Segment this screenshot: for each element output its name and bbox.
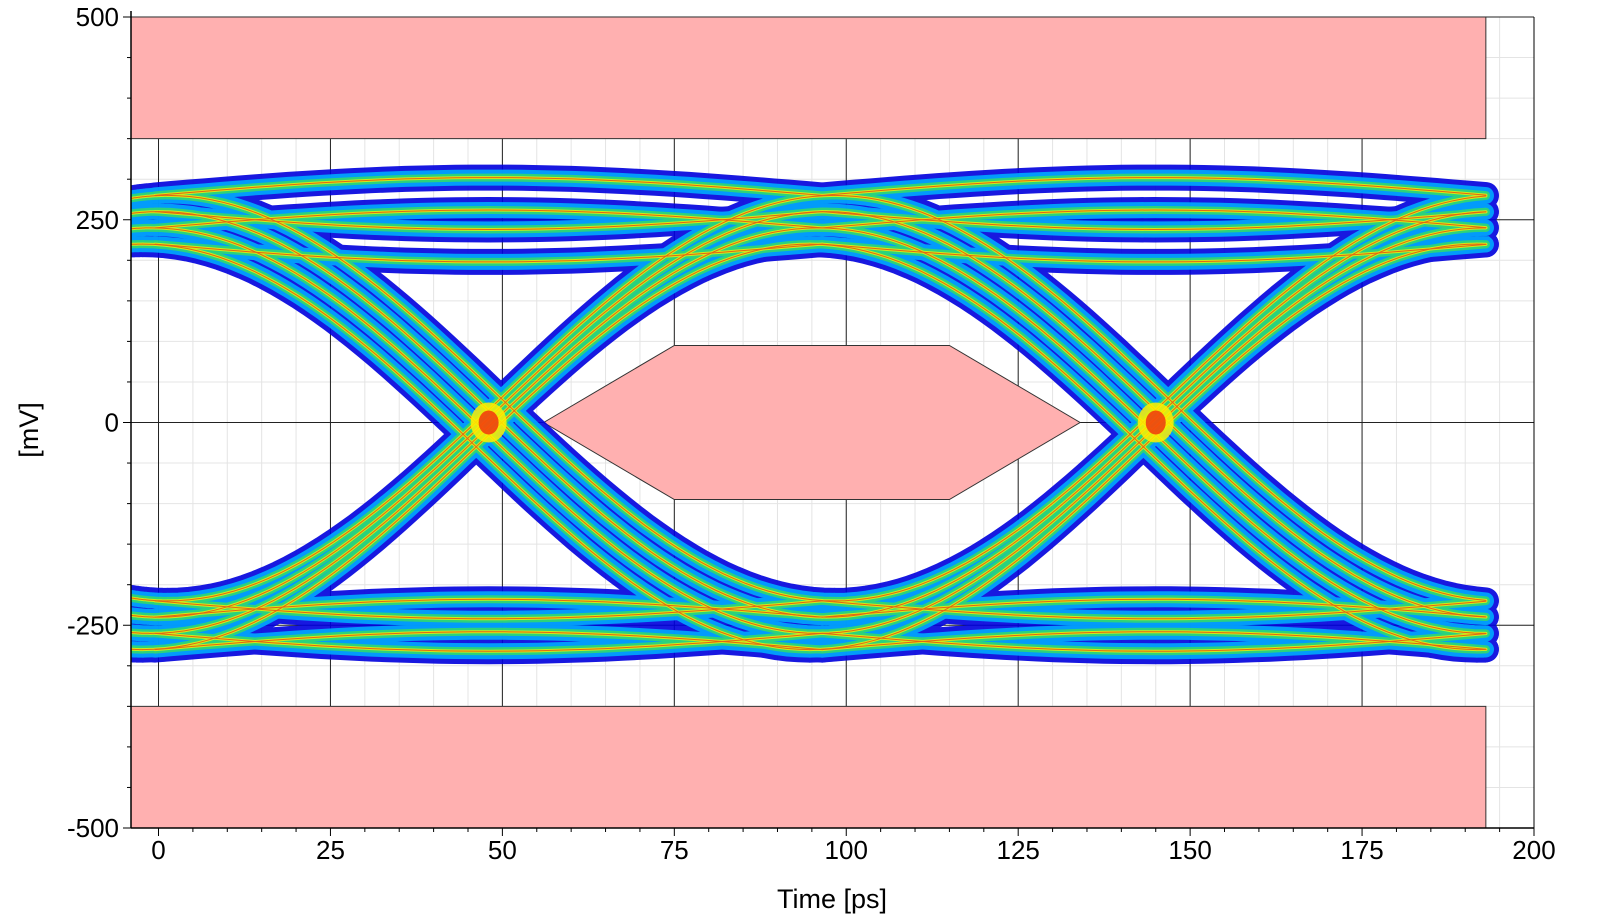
low-level-trace xyxy=(821,631,1487,651)
falling-trace xyxy=(834,194,1487,601)
lower-mask xyxy=(131,705,1487,828)
x-tick-label: 75 xyxy=(660,835,689,865)
high-level-trace xyxy=(154,209,823,229)
high-level-trace xyxy=(821,211,1487,231)
y-tick-label: -250 xyxy=(67,610,119,640)
y-tick-label: 0 xyxy=(105,408,119,438)
falling-trace xyxy=(809,243,1478,651)
x-tick-label: 200 xyxy=(1512,835,1555,865)
x-tick-label: 0 xyxy=(151,835,165,865)
tick-labels: 0 25 50 75 100 125 150 175 200 500 250 0 -250 -500 xyxy=(67,2,1556,865)
low-level-trace xyxy=(821,598,1487,618)
x-tick-label: 175 xyxy=(1340,835,1383,865)
x-tick-label: 100 xyxy=(825,835,868,865)
low-level-trace xyxy=(821,600,1487,620)
falling-trace xyxy=(131,614,160,618)
crossing-peak xyxy=(478,410,499,435)
x-tick-label: 50 xyxy=(488,835,517,865)
high-level-trace xyxy=(821,177,1487,196)
y-tick-label: 250 xyxy=(76,205,119,235)
low-level-trace xyxy=(154,632,823,652)
tick-marks xyxy=(123,16,1535,836)
crossing-peak xyxy=(1145,410,1166,435)
density-layer xyxy=(131,177,1487,652)
x-tick-label: 150 xyxy=(1168,835,1211,865)
low-level-trace xyxy=(154,600,823,620)
y-tick-label: 500 xyxy=(76,2,119,32)
falling-trace xyxy=(167,194,836,602)
low-level-trace xyxy=(154,631,823,651)
low-level-trace xyxy=(821,632,1487,652)
rising-trace xyxy=(131,211,160,214)
x-axis-title: Time [ps] xyxy=(777,884,887,914)
center-mask xyxy=(542,344,1082,501)
low-level-trace xyxy=(154,598,823,618)
upper-mask xyxy=(131,17,1487,140)
high-level-trace xyxy=(821,243,1487,263)
mask-regions xyxy=(131,17,1487,828)
high-level-trace xyxy=(821,209,1487,229)
falling-trace xyxy=(131,632,152,634)
falling-trace xyxy=(131,597,168,602)
y-tick-label: -500 xyxy=(67,813,119,843)
y-axis-title: [mV] xyxy=(14,402,44,458)
falling-trace xyxy=(142,243,811,651)
rising-trace xyxy=(131,227,152,230)
x-tick-label: 25 xyxy=(316,835,345,865)
x-tick-label: 125 xyxy=(996,835,1039,865)
high-level-trace xyxy=(154,177,823,196)
eye-traces xyxy=(131,164,1499,665)
high-level-trace xyxy=(154,211,823,231)
rising-trace xyxy=(131,194,168,199)
